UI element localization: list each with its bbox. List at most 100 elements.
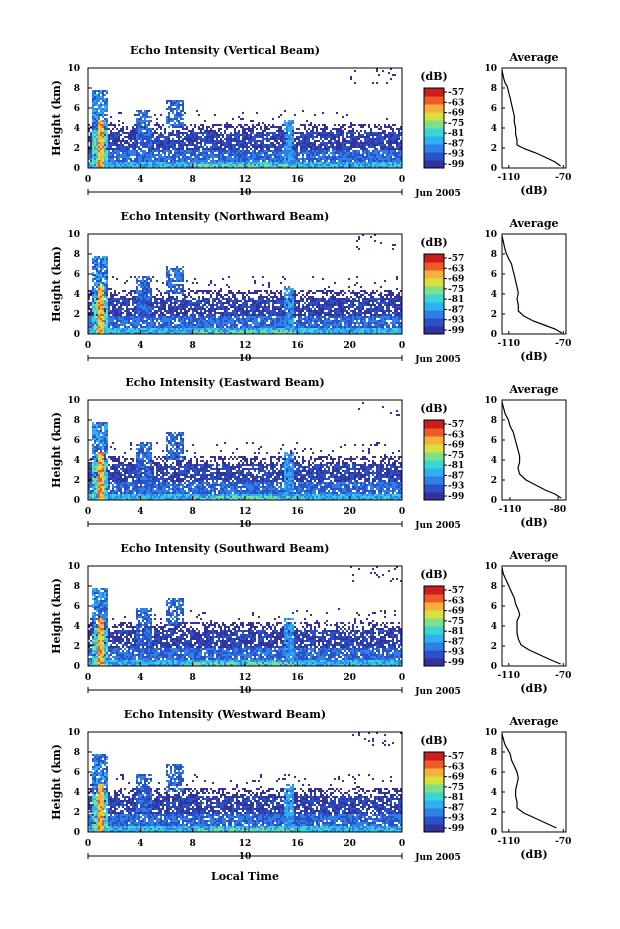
y-axis-label: Height (km) bbox=[50, 412, 63, 488]
colorbar-tick-label: -81 bbox=[448, 793, 464, 803]
y-tick-label: 4 bbox=[74, 622, 80, 632]
colorbar-swatch bbox=[424, 816, 444, 825]
profile-y-tick-label: 10 bbox=[484, 728, 497, 738]
y-axis-label: Height (km) bbox=[50, 246, 63, 322]
heatmap-cells bbox=[88, 402, 402, 500]
profile-line bbox=[501, 69, 561, 167]
colorbar-swatch bbox=[424, 776, 444, 785]
profile-frame bbox=[501, 731, 567, 833]
colorbar-frame bbox=[423, 751, 445, 833]
colorbar-swatch bbox=[424, 752, 444, 761]
profile-x-label: (dB) bbox=[520, 184, 547, 197]
x-tick-label: 0 bbox=[85, 507, 91, 517]
profile-line bbox=[501, 401, 562, 499]
colorbar-swatch bbox=[424, 88, 444, 97]
y-tick-label: 2 bbox=[74, 642, 80, 652]
profile-y-tick-label: 0 bbox=[491, 662, 497, 672]
profile-y-tick-label: 10 bbox=[484, 64, 497, 74]
colorbar-swatch bbox=[424, 484, 444, 493]
profile-frame bbox=[501, 233, 567, 335]
y-tick-label: 4 bbox=[74, 456, 80, 466]
colorbar-unit: (dB) bbox=[420, 402, 447, 415]
colorbar-tick-label: -69 bbox=[448, 109, 464, 119]
heatmap-cells bbox=[88, 732, 402, 832]
colorbar-tick-label: -99 bbox=[448, 658, 464, 668]
profile-y-tick-label: 4 bbox=[491, 622, 497, 632]
colorbar-tick-label: -81 bbox=[448, 295, 464, 305]
colorbar-tick-label: -69 bbox=[448, 607, 464, 617]
x-tick-label: 20 bbox=[343, 341, 356, 351]
colorbar-tick-label: -99 bbox=[448, 160, 464, 170]
colorbar-swatch bbox=[424, 96, 444, 105]
colorbar-tick-label: -63 bbox=[448, 430, 464, 440]
colorbar-swatch bbox=[424, 152, 444, 161]
y-tick-label: 4 bbox=[74, 788, 80, 798]
colorbar-swatch bbox=[424, 602, 444, 611]
x-tick-label: 8 bbox=[190, 175, 196, 185]
colorbar-swatch bbox=[424, 492, 444, 501]
profile-x-tick-label: -110 bbox=[498, 837, 521, 847]
y-tick-label: 0 bbox=[74, 164, 80, 174]
profile-y-tick-label: 0 bbox=[491, 828, 497, 838]
x-tick-label: 0 bbox=[85, 673, 91, 683]
profile-y-tick-label: 2 bbox=[491, 808, 497, 818]
y-tick-label: 8 bbox=[74, 84, 80, 94]
profile-panel: Average 0 2 4 6 8 10 -110 -80(dB) bbox=[484, 383, 567, 529]
x-tick-label: 12 bbox=[239, 175, 252, 185]
x-tick-label: 0 bbox=[399, 839, 405, 849]
x-tick-label: 4 bbox=[137, 341, 143, 351]
profile-y-tick-label: 6 bbox=[491, 768, 497, 778]
colorbar-tick-label: -93 bbox=[448, 648, 464, 658]
colorbar: -57-63-69-75-81-87-93-99 bbox=[423, 419, 464, 502]
x-tick-label: 16 bbox=[291, 839, 304, 849]
colorbar-swatch bbox=[424, 784, 444, 793]
date-label: Jun 2005 bbox=[414, 687, 461, 697]
profile-x-tick-label: -70 bbox=[555, 671, 571, 681]
colorbar-tick-label: -57 bbox=[448, 88, 464, 98]
y-tick-label: 8 bbox=[74, 582, 80, 592]
panel-title: Echo Intensity (Vertical Beam) bbox=[130, 44, 320, 57]
colorbar-unit: (dB) bbox=[420, 70, 447, 83]
colorbar-unit: (dB) bbox=[420, 568, 447, 581]
profile-y-tick-label: 8 bbox=[491, 582, 497, 592]
x-tick-label: 8 bbox=[190, 839, 196, 849]
colorbar-swatch bbox=[424, 650, 444, 659]
colorbar-tick-label: -81 bbox=[448, 129, 464, 139]
profile-line bbox=[501, 567, 561, 665]
colorbar-swatch bbox=[424, 144, 444, 153]
y-tick-label: 2 bbox=[74, 310, 80, 320]
colorbar-swatch bbox=[424, 768, 444, 777]
x-tick-label: 0 bbox=[399, 507, 405, 517]
colorbar-tick-label: -87 bbox=[448, 471, 464, 481]
x-tick-label: 12 bbox=[239, 839, 252, 849]
colorbar-swatch bbox=[424, 302, 444, 311]
date-label: Jun 2005 bbox=[414, 853, 461, 863]
profile-y-tick-label: 6 bbox=[491, 270, 497, 280]
day-label: 10 bbox=[239, 686, 252, 696]
profile-y-tick-label: 6 bbox=[491, 602, 497, 612]
profile-frame bbox=[501, 565, 567, 667]
profile-x-tick-label: -110 bbox=[499, 505, 522, 515]
colorbar-tick-label: -69 bbox=[448, 441, 464, 451]
profile-line bbox=[501, 235, 563, 334]
profile-x-tick-label: -80 bbox=[550, 505, 566, 515]
x-axis-label: Local Time bbox=[211, 870, 279, 883]
y-tick-label: 8 bbox=[74, 250, 80, 260]
day-label: 10 bbox=[239, 188, 252, 198]
colorbar-tick-label: -99 bbox=[448, 326, 464, 336]
panel-title: Echo Intensity (Westward Beam) bbox=[124, 708, 326, 721]
x-tick-label: 0 bbox=[85, 341, 91, 351]
colorbar-tick-label: -57 bbox=[448, 420, 464, 430]
profile-title: Average bbox=[508, 549, 558, 562]
y-tick-label: 6 bbox=[74, 104, 80, 114]
profile-x-tick-label: -110 bbox=[498, 671, 521, 681]
colorbar-tick-label: -75 bbox=[448, 783, 464, 793]
colorbar-tick-label: -63 bbox=[448, 596, 464, 606]
colorbar-swatch bbox=[424, 318, 444, 327]
y-tick-label: 6 bbox=[74, 270, 80, 280]
x-tick-label: 8 bbox=[190, 341, 196, 351]
profile-y-tick-label: 2 bbox=[491, 310, 497, 320]
colorbar-unit: (dB) bbox=[420, 236, 447, 249]
colorbar-swatch bbox=[424, 326, 444, 335]
